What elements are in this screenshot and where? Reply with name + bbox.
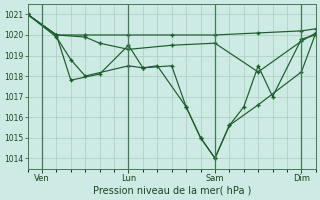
X-axis label: Pression niveau de la mer( hPa ): Pression niveau de la mer( hPa ) bbox=[92, 186, 251, 196]
